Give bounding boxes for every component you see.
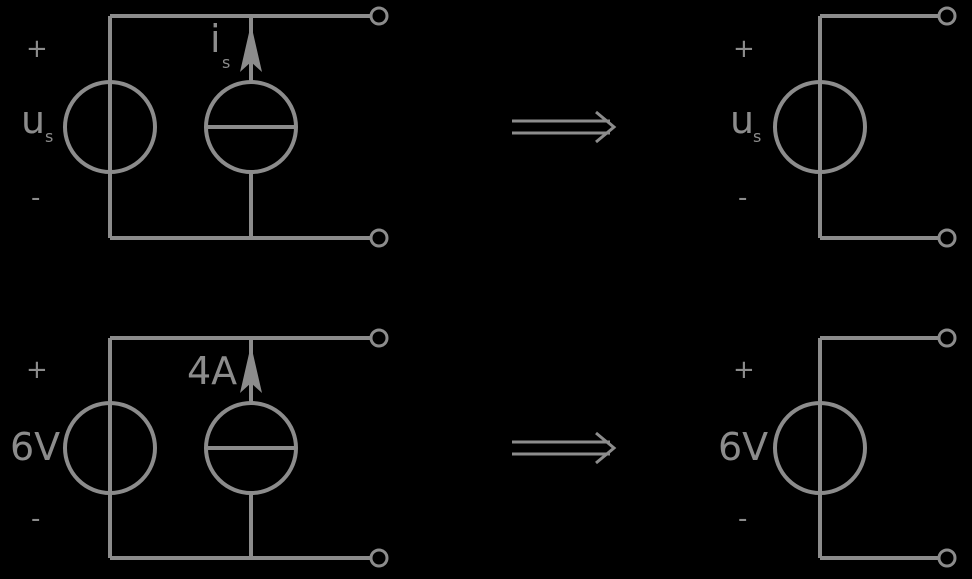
- plus-sign: +: [733, 34, 755, 64]
- terminal-node: [369, 548, 389, 568]
- current-direction-arrow-icon: [240, 345, 262, 393]
- terminal-node: [937, 548, 957, 568]
- terminal-node: [369, 6, 389, 26]
- terminal-node: [937, 6, 957, 26]
- voltage-label: 6V: [10, 425, 60, 469]
- terminal-node: [937, 228, 957, 248]
- voltage-label: u: [730, 98, 754, 142]
- circuit-top-right: + - u s: [730, 6, 957, 248]
- plus-sign: +: [26, 34, 48, 64]
- circuit-bottom-right: + - 6V: [718, 328, 957, 568]
- circuit-top-left: + - u s i s: [21, 6, 389, 248]
- current-label-subscript: s: [222, 53, 230, 72]
- voltage-label-subscript: s: [45, 127, 53, 146]
- minus-sign: -: [738, 504, 747, 534]
- plus-sign: +: [26, 355, 48, 385]
- plus-sign: +: [733, 355, 755, 385]
- minus-sign: -: [31, 504, 40, 534]
- current-label: i: [210, 17, 221, 61]
- wire-bottom-right: [818, 336, 940, 560]
- minus-sign: -: [738, 183, 747, 213]
- wire-top-left: [108, 14, 372, 240]
- current-label: 4A: [187, 349, 237, 393]
- double-arrow-right-icon: [512, 431, 617, 465]
- wire-top-right: [818, 14, 940, 240]
- voltage-label: 6V: [718, 425, 768, 469]
- circuit-bottom-left: + - 6V 4A: [10, 328, 389, 568]
- current-direction-arrow-icon: [240, 24, 262, 72]
- terminal-node: [369, 328, 389, 348]
- voltage-label-subscript: s: [753, 127, 761, 146]
- wire-bottom-left: [108, 336, 372, 560]
- minus-sign: -: [31, 183, 40, 213]
- terminal-node: [369, 228, 389, 248]
- double-arrow-right-icon: [512, 110, 617, 144]
- terminal-node: [937, 328, 957, 348]
- voltage-label: u: [21, 98, 45, 142]
